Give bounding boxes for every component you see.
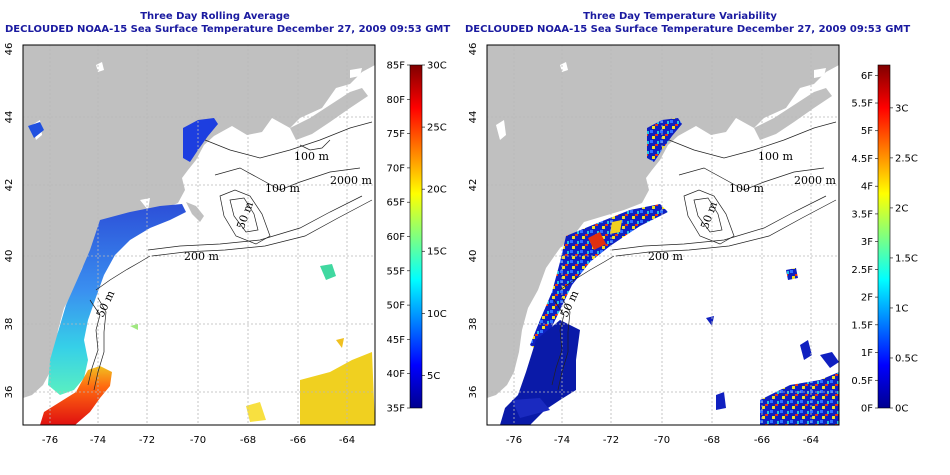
right-title-line2: DECLOUDED NOAA-15 Sea Surface Temperatur… (465, 24, 911, 35)
left-colorbar-f-label: 35F (387, 404, 406, 415)
right-contour-label-2: 100 m (729, 182, 764, 195)
right-colorbar-f-label: 2F (861, 293, 873, 304)
left-colorbar-f-label: 40F (387, 369, 406, 380)
right-contour-label-1: 100 m (758, 150, 793, 163)
right-title-line1: Three Day Temperature Variability (583, 11, 777, 22)
right-contour-label-3: 2000 m (794, 174, 836, 187)
left-colorbar-c-label: 10C (427, 309, 447, 320)
left-colorbar-f-label: 45F (387, 335, 406, 346)
left-colorbar-c-label: 25C (427, 123, 447, 134)
right-gridlines (487, 45, 839, 425)
left-contour-label-3: 2000 m (330, 174, 372, 187)
right-lon-tick: -64 (803, 435, 819, 446)
left-sst-shelf (48, 204, 186, 395)
right-colorbar-f-label: 2.5F (851, 265, 873, 276)
left-lon-tick: -64 (339, 435, 355, 446)
right-x-axis: -76 -74 -72 -70 -68 -66 -64 (506, 435, 819, 446)
right-colorbar: 0F 0.5F 1F 1.5F 2F 2.5F 3F 3.5F 4F 4.5F 5F 5.5F 6F 0… (851, 64, 918, 415)
left-colorbar-f-label: 55F (387, 266, 406, 277)
right-colorbar-c-label: 0C (895, 404, 908, 415)
left-colorbar-f-label: 70F (387, 163, 406, 174)
right-colorbar-f-label: 1.5F (851, 320, 873, 331)
right-colorbar-f-label: 3.5F (851, 209, 873, 220)
right-bathymetry (551, 121, 837, 391)
left-lon-tick: -68 (240, 435, 256, 446)
left-contour-label-1: 100 m (294, 150, 329, 163)
left-lat-tick: 42 (4, 179, 15, 192)
left-lat-tick: 46 (4, 43, 15, 56)
left-colorbar-c-label: 5C (427, 371, 440, 382)
left-x-axis: -76 -74 -72 -70 -68 -66 -64 (42, 435, 355, 446)
left-lat-tick: 36 (4, 386, 15, 399)
left-colorbar-f-label: 85F (387, 61, 406, 72)
left-colorbar-f-label: 50F (387, 301, 406, 312)
left-colorbar-c-label: 30C (427, 61, 447, 72)
right-lon-tick: -72 (603, 435, 619, 446)
right-colorbar-f-label: 3F (861, 237, 873, 248)
left-lon-tick: -72 (139, 435, 155, 446)
left-title-line2: DECLOUDED NOAA-15 Sea Surface Temperatur… (5, 24, 451, 35)
right-lat-tick: 36 (468, 386, 479, 399)
left-sst-gulf-maine (183, 118, 218, 162)
right-contour-label-5: 200 m (648, 250, 683, 263)
right-lon-tick: -68 (704, 435, 720, 446)
left-land-mass (23, 45, 375, 398)
left-title-line1: Three Day Rolling Average (140, 11, 290, 22)
right-var-gulf-maine (647, 118, 682, 162)
left-colorbar-c-label: 20C (427, 185, 447, 196)
right-y-axis: 36 38 40 42 44 46 (468, 43, 479, 399)
left-bathymetry (87, 121, 373, 391)
right-colorbar-c-label: 2.5C (895, 153, 918, 164)
left-map: 100 m 100 m 2000 m 50 m 200 m 50 m -76 -… (4, 43, 376, 446)
left-colorbar: 35F 40F 45F 50F 55F 60F 65F 70F 75F 80F 85F 5C 10C 1… (387, 61, 447, 415)
left-lat-tick: 44 (4, 111, 15, 124)
right-colorbar-f-label: 1F (861, 348, 873, 359)
right-lon-tick: -74 (554, 435, 570, 446)
right-colorbar-c-label: 1C (895, 303, 908, 314)
right-colorbar-c-label: 2C (895, 203, 908, 214)
left-lat-tick: 40 (4, 250, 15, 263)
right-lat-tick: 46 (468, 43, 479, 56)
right-colorbar-c-label: 3C (895, 103, 908, 114)
right-colorbar-f-label: 4.5F (851, 154, 873, 165)
right-colorbar-c-label: 1.5C (895, 253, 918, 264)
right-colorbar-f-label: 0.5F (851, 376, 873, 387)
left-lon-tick: -70 (190, 435, 206, 446)
left-lon-tick: -76 (42, 435, 58, 446)
left-colorbar-f-label: 65F (387, 198, 406, 209)
right-var-offshore (500, 320, 580, 425)
left-contour-label-2: 100 m (265, 182, 300, 195)
right-lat-tick: 40 (468, 250, 479, 263)
left-lon-tick: -66 (290, 435, 306, 446)
left-colorbar-f-label: 80F (387, 95, 406, 106)
right-lat-tick: 38 (468, 318, 479, 331)
right-land-mass (487, 45, 839, 398)
left-y-axis: 36 38 40 42 44 46 (4, 43, 15, 399)
left-lat-tick: 38 (4, 318, 15, 331)
left-sst-gulf-stream (40, 366, 112, 425)
right-colorbar-f-label: 0F (861, 404, 873, 415)
right-lon-tick: -66 (754, 435, 770, 446)
right-colorbar-f-label: 5.5F (851, 99, 873, 110)
right-colorbar-c-label: 0.5C (895, 353, 918, 364)
right-lat-tick: 44 (468, 111, 479, 124)
right-lon-tick: -70 (654, 435, 670, 446)
right-colorbar-f-label: 5F (861, 126, 873, 137)
left-lon-tick: -74 (90, 435, 106, 446)
right-lon-tick: -76 (506, 435, 522, 446)
left-colorbar-f-label: 60F (387, 232, 406, 243)
left-gridlines (23, 45, 375, 425)
right-colorbar-f-label: 6F (861, 71, 873, 82)
left-contour-label-5: 200 m (184, 250, 219, 263)
left-colorbar-c-label: 15C (427, 247, 447, 258)
right-lat-tick: 42 (468, 179, 479, 192)
right-colorbar-f-label: 4F (861, 182, 873, 193)
left-colorbar-f-label: 75F (387, 129, 406, 140)
right-map: 100 m 100 m 2000 m 50 m 200 m 50 m -76 -… (468, 43, 840, 446)
